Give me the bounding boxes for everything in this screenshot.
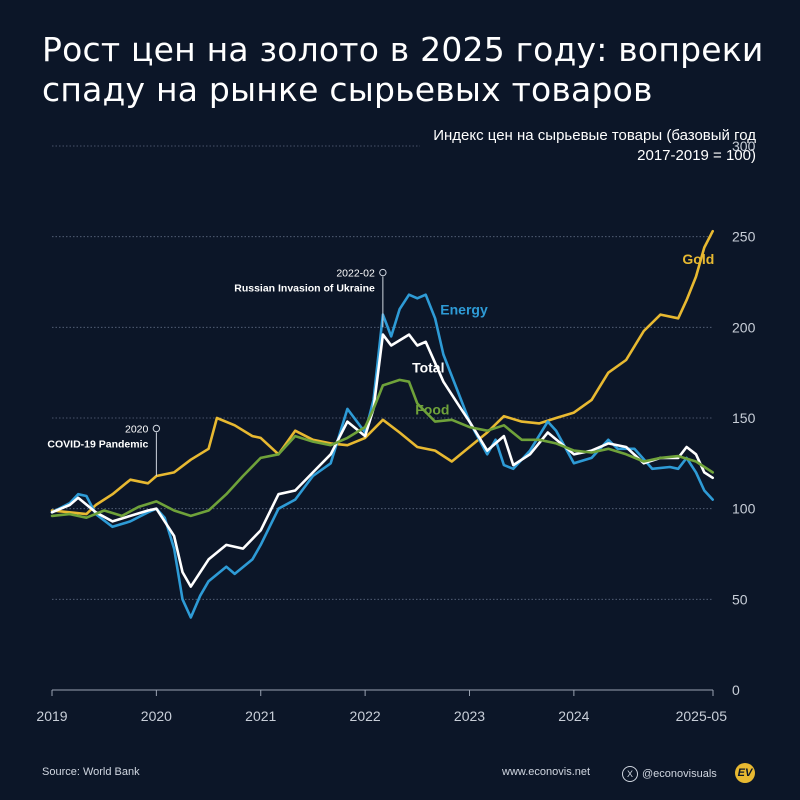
social-handle-text: @econovisuals <box>642 768 717 780</box>
x-tick-label-2025-05: 2025-05 <box>676 708 728 724</box>
series-line-energy <box>50 293 714 619</box>
chart-title: Рост цен на золото в 2025 году: вопреки … <box>42 30 764 109</box>
source-note: Source: World Bank <box>42 766 140 778</box>
x-tick-label-2021: 2021 <box>245 708 276 724</box>
annotation-marker-1 <box>379 268 387 277</box>
x-icon: X <box>622 766 638 782</box>
series-label-food: Food <box>415 401 449 417</box>
annotation-text-1: Russian Invasion of Ukraine <box>234 283 375 295</box>
website-link[interactable]: www.econovis.net <box>502 766 591 778</box>
y-axis-label: Индекс цен на сырьевые товары (базовый г… <box>433 127 756 164</box>
series-line-food <box>50 378 714 519</box>
y-tick-label-100: 100 <box>732 501 756 517</box>
y-tick-label-0: 0 <box>732 682 740 698</box>
annotation-date-1: 2022-02 <box>336 268 375 280</box>
annotation-marker-2 <box>152 424 161 433</box>
annotation-text-2: COVID-19 Pandemic <box>47 439 148 451</box>
x-tick-label-2022: 2022 <box>350 708 381 724</box>
x-tick-label-2019: 2019 <box>36 708 67 724</box>
series-line-gold <box>50 229 714 516</box>
x-tick-label-2024: 2024 <box>558 708 589 724</box>
x-tick-label-2023: 2023 <box>454 708 485 724</box>
annotation-date-2: 2020 <box>125 424 149 436</box>
y-tick-label-150: 150 <box>732 410 756 426</box>
series-label-energy: Energy <box>440 302 488 318</box>
series-line-total <box>50 333 714 588</box>
social-handle[interactable]: X @econovisuals <box>622 766 717 782</box>
y-tick-label-300: 300 <box>732 138 756 154</box>
series-label-gold: Gold <box>682 251 714 267</box>
y-tick-label-200: 200 <box>732 319 756 335</box>
series-label-total: Total <box>412 360 444 376</box>
y-tick-label-250: 250 <box>732 229 756 245</box>
x-tick-label-2020: 2020 <box>141 708 172 724</box>
y-tick-label-50: 50 <box>732 591 748 607</box>
econovis-logo: EV <box>735 763 755 783</box>
